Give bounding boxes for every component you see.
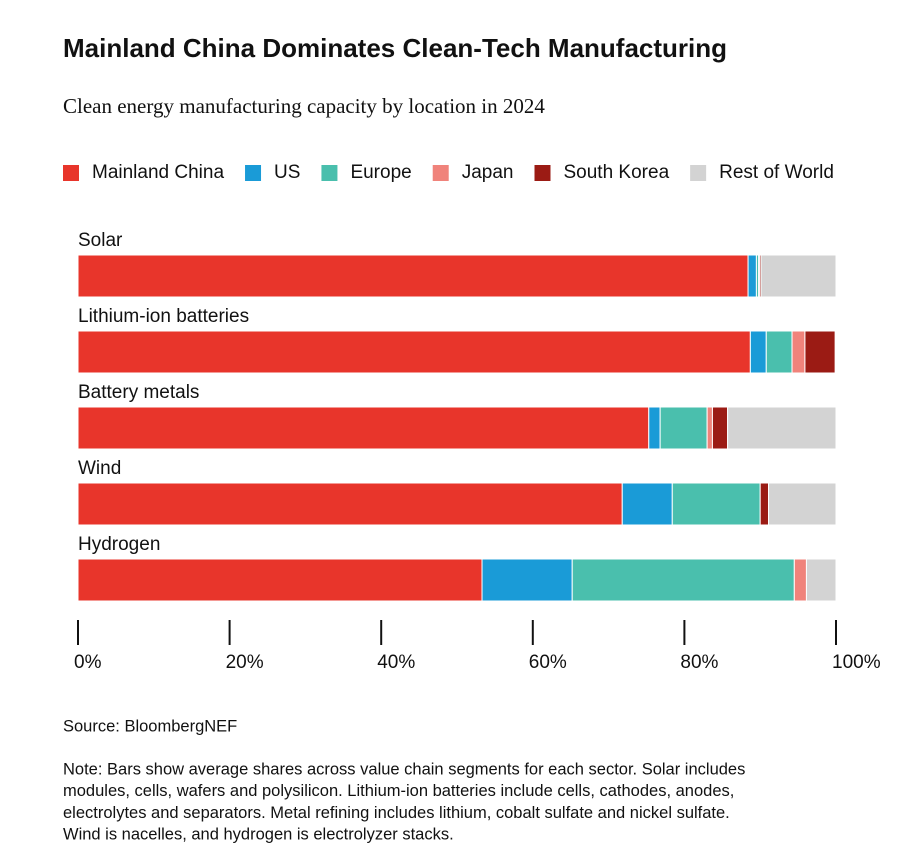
legend-swatch bbox=[534, 165, 551, 181]
bar-segment bbox=[77, 406, 650, 450]
x-tick-label: 80% bbox=[680, 652, 718, 673]
bar-segment bbox=[648, 406, 661, 450]
note-line: modules, cells, wafers and polysilicon. … bbox=[63, 782, 734, 800]
legend-label: US bbox=[274, 162, 300, 183]
category-label: Hydrogen bbox=[78, 534, 160, 555]
legend-label: Mainland China bbox=[92, 162, 224, 183]
x-tick-label: 60% bbox=[529, 652, 567, 673]
x-tick-label: 40% bbox=[377, 652, 415, 673]
chart-subtitle: Clean energy manufacturing capacity by l… bbox=[63, 94, 545, 118]
legend-swatch bbox=[690, 165, 707, 181]
bar-segment bbox=[804, 330, 836, 374]
bar-segment bbox=[768, 482, 837, 526]
legend-label: Europe bbox=[350, 162, 411, 183]
x-tick-label: 20% bbox=[226, 652, 264, 673]
note-line: electrolytes and separators. Metal refin… bbox=[63, 804, 730, 822]
bar-segment bbox=[727, 406, 837, 450]
bar-segment bbox=[77, 482, 623, 526]
bar-segment bbox=[671, 482, 761, 526]
category-label: Lithium-ion batteries bbox=[78, 306, 249, 327]
x-tick-label: 0% bbox=[74, 652, 102, 673]
legend-label: Rest of World bbox=[719, 162, 834, 183]
bar-segment bbox=[760, 254, 837, 298]
legend-swatch bbox=[63, 165, 79, 181]
bar-segment bbox=[759, 482, 770, 526]
chart-title: Mainland China Dominates Clean-Tech Manu… bbox=[63, 33, 727, 63]
bar-segment bbox=[747, 254, 757, 298]
bar-segment bbox=[77, 254, 749, 298]
bar-segment bbox=[834, 330, 837, 374]
bar-segment bbox=[791, 330, 806, 374]
x-tick-label: 100% bbox=[832, 652, 881, 673]
bar-segment bbox=[706, 406, 713, 450]
legend-swatch bbox=[245, 165, 262, 181]
bar-segment bbox=[77, 558, 483, 602]
note-line: Wind is nacelles, and hydrogen is electr… bbox=[63, 825, 454, 843]
legend-label: South Korea bbox=[564, 162, 670, 183]
bar-segment bbox=[621, 482, 673, 526]
bar-segment bbox=[793, 558, 807, 602]
bar-segment bbox=[659, 406, 708, 450]
category-label: Solar bbox=[78, 230, 123, 251]
bar-segment bbox=[805, 558, 837, 602]
category-label: Battery metals bbox=[78, 382, 199, 403]
source: Source: BloombergNEF bbox=[63, 717, 237, 735]
note-line: Note: Bars show average shares across va… bbox=[63, 760, 745, 778]
legend-swatch bbox=[321, 165, 338, 181]
bar-segment bbox=[77, 330, 751, 374]
bar-segment bbox=[711, 406, 729, 450]
legend-label: Japan bbox=[462, 162, 514, 183]
bar-segment bbox=[481, 558, 573, 602]
bar-segment bbox=[571, 558, 795, 602]
legend-swatch bbox=[432, 165, 449, 181]
bar-segment bbox=[765, 330, 793, 374]
category-label: Wind bbox=[78, 458, 121, 479]
bar-segment bbox=[749, 330, 767, 374]
